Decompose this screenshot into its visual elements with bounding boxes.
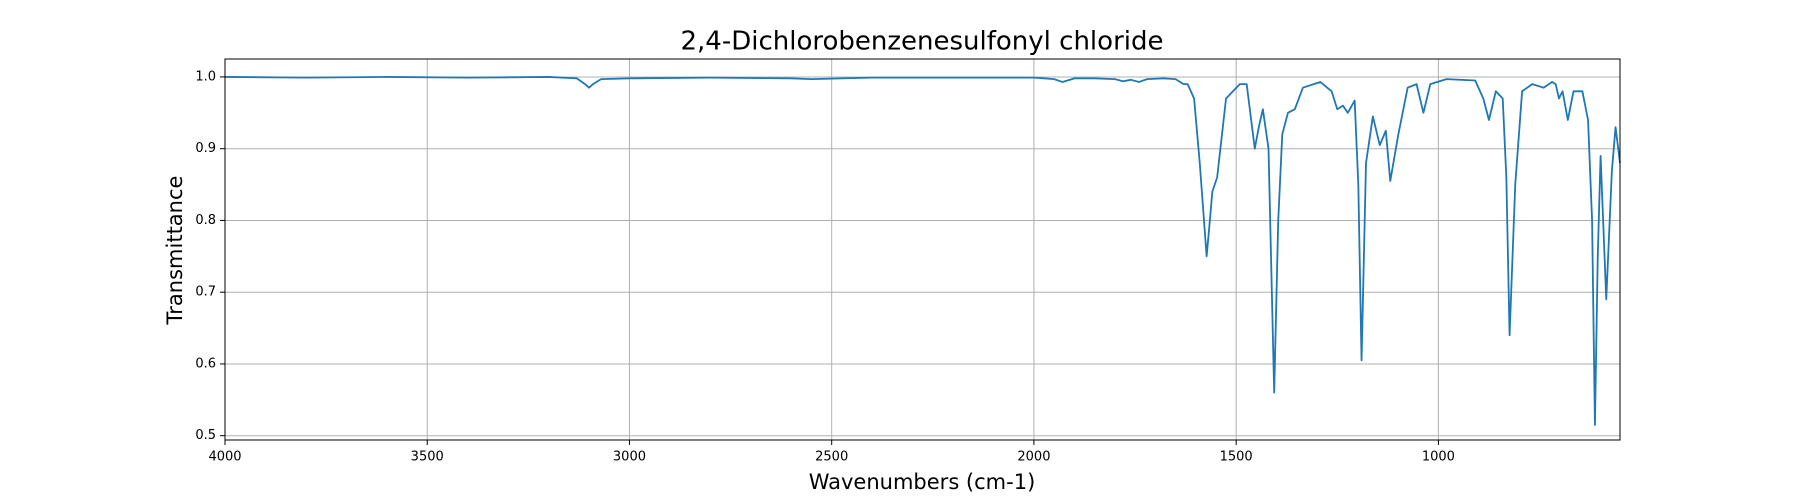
x-tick-label: 1500 — [1220, 450, 1253, 465]
chart-title: 2,4-Dichlorobenzenesulfonyl chloride — [681, 27, 1164, 57]
plot-frame — [224, 58, 1621, 441]
y-axis-label: Transmittance — [163, 176, 187, 326]
x-axis-label: Wavenumbers (cm-1) — [809, 470, 1036, 494]
y-tick-label: 1.0 — [195, 69, 216, 84]
x-tick-label: 3000 — [613, 450, 646, 465]
x-tick-label: 2000 — [1017, 450, 1050, 465]
y-tick-label: 0.8 — [195, 213, 216, 228]
y-tick-label: 0.9 — [195, 141, 216, 156]
y-tick-label: 0.6 — [195, 356, 216, 371]
x-tick-label: 3500 — [411, 450, 444, 465]
y-tick-label: 0.7 — [195, 285, 216, 300]
x-tick-label: 2500 — [815, 450, 848, 465]
spectrum-line — [224, 76, 1621, 426]
x-tick-label: 4000 — [208, 450, 241, 465]
y-tick-label: 0.5 — [195, 428, 216, 443]
x-tick-label: 1000 — [1422, 450, 1455, 465]
